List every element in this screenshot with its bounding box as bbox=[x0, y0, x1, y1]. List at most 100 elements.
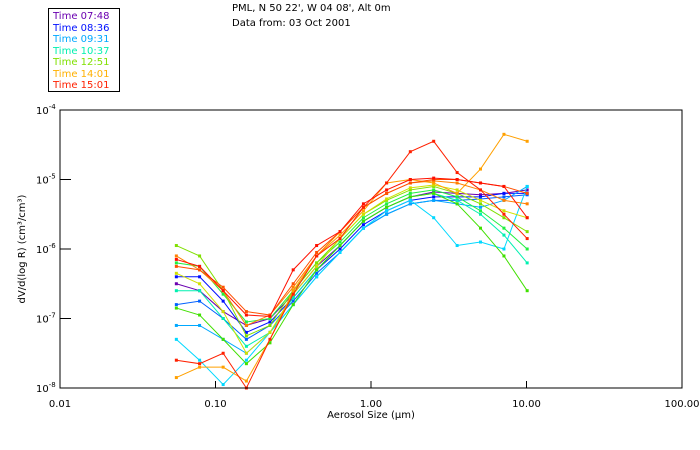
data-point bbox=[338, 244, 342, 248]
data-point bbox=[244, 334, 248, 338]
data-point bbox=[291, 282, 295, 286]
data-point bbox=[221, 365, 225, 369]
data-point bbox=[174, 282, 178, 286]
data-point bbox=[338, 237, 342, 241]
data-point bbox=[361, 219, 365, 223]
data-point bbox=[198, 323, 202, 327]
data-point bbox=[198, 268, 202, 272]
data-point bbox=[502, 184, 506, 188]
data-point bbox=[408, 195, 412, 199]
data-point bbox=[361, 202, 365, 206]
data-point bbox=[455, 244, 459, 248]
data-point bbox=[291, 285, 295, 289]
series-line bbox=[176, 179, 528, 316]
data-point bbox=[244, 358, 248, 362]
data-point bbox=[268, 323, 272, 327]
data-point bbox=[268, 337, 272, 341]
data-point bbox=[385, 209, 389, 213]
data-point bbox=[244, 320, 248, 324]
series-line bbox=[176, 192, 528, 334]
data-point bbox=[174, 323, 178, 327]
data-point bbox=[198, 365, 202, 369]
chart-subtitle: Data from: 03 Oct 2001 bbox=[232, 18, 351, 29]
data-point bbox=[221, 289, 225, 293]
data-point bbox=[361, 226, 365, 230]
data-point bbox=[198, 282, 202, 286]
data-point bbox=[174, 337, 178, 341]
data-point bbox=[221, 299, 225, 303]
data-point bbox=[338, 240, 342, 244]
data-point bbox=[268, 314, 272, 318]
data-point bbox=[174, 289, 178, 293]
data-point bbox=[361, 212, 365, 216]
data-point bbox=[478, 195, 482, 199]
x-axis-label: Aerosol Size (µm) bbox=[327, 410, 415, 421]
data-point bbox=[502, 195, 506, 199]
data-point bbox=[174, 254, 178, 258]
data-point bbox=[502, 216, 506, 220]
series-1510 bbox=[174, 176, 529, 318]
data-point bbox=[478, 188, 482, 192]
data-point bbox=[244, 313, 248, 317]
data-point bbox=[315, 271, 319, 275]
series-line bbox=[176, 194, 528, 340]
data-point bbox=[408, 191, 412, 195]
legend-entry: Time 08:36 bbox=[53, 22, 110, 34]
series-line bbox=[176, 140, 528, 390]
data-point bbox=[385, 181, 389, 185]
data-point bbox=[244, 344, 248, 348]
data-point bbox=[338, 233, 342, 237]
data-point bbox=[268, 341, 272, 345]
data-point bbox=[174, 264, 178, 268]
y-tick-label: 10-5 bbox=[36, 173, 56, 187]
data-point bbox=[525, 191, 529, 195]
data-point bbox=[385, 212, 389, 216]
series-1000 bbox=[174, 184, 529, 387]
data-point bbox=[478, 212, 482, 216]
data-point bbox=[525, 261, 529, 265]
data-point bbox=[478, 209, 482, 213]
y-tick-label: 10-8 bbox=[36, 381, 56, 395]
data-point bbox=[315, 244, 319, 248]
data-point bbox=[502, 254, 506, 258]
data-point bbox=[502, 212, 506, 216]
data-point bbox=[268, 330, 272, 334]
data-point bbox=[432, 181, 436, 185]
data-point bbox=[478, 202, 482, 206]
data-point bbox=[291, 289, 295, 293]
data-point bbox=[291, 292, 295, 296]
data-point bbox=[408, 186, 412, 190]
data-point bbox=[455, 181, 459, 185]
series-0748 bbox=[174, 188, 529, 327]
data-point bbox=[432, 139, 436, 143]
data-point bbox=[432, 183, 436, 187]
data-point bbox=[221, 383, 225, 387]
data-point bbox=[338, 247, 342, 251]
legend-entry: Time 07:48 bbox=[53, 11, 110, 22]
data-point bbox=[361, 216, 365, 220]
data-point bbox=[268, 320, 272, 324]
x-tick-label: 100.00 bbox=[665, 399, 700, 410]
data-point bbox=[385, 205, 389, 209]
x-tick-label: 0.10 bbox=[204, 399, 226, 410]
legend-entry: Time 15:01 bbox=[53, 80, 110, 91]
data-point bbox=[525, 184, 529, 188]
series-line bbox=[176, 185, 528, 337]
data-point bbox=[174, 271, 178, 275]
data-point bbox=[198, 299, 202, 303]
data-point bbox=[221, 285, 225, 289]
data-point bbox=[432, 198, 436, 202]
data-point bbox=[174, 303, 178, 307]
data-point bbox=[244, 337, 248, 341]
data-point bbox=[291, 303, 295, 307]
data-point bbox=[455, 202, 459, 206]
x-tick-label: 0.01 bbox=[49, 399, 71, 410]
series-1037 bbox=[174, 191, 529, 348]
data-point bbox=[525, 202, 529, 206]
data-point bbox=[221, 337, 225, 341]
axes-frame bbox=[59, 109, 683, 389]
data-point bbox=[291, 296, 295, 300]
data-point bbox=[455, 195, 459, 199]
data-point bbox=[502, 191, 506, 195]
